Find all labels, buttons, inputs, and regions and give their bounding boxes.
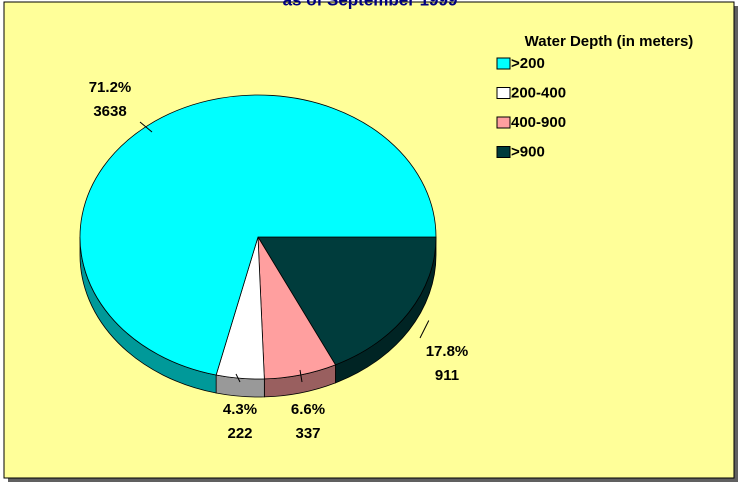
- leader-line: [235, 373, 241, 383]
- slice: [79, 94, 437, 376]
- legend-label: 200-400: [511, 84, 566, 101]
- data-label: 337: [295, 425, 320, 442]
- data-label: 3638: [93, 103, 126, 120]
- data-label-percent: 6.6%: [291, 401, 325, 418]
- data-label: 222: [227, 425, 252, 442]
- slice: [257, 236, 437, 366]
- data-label-percent: 71.2%: [89, 79, 132, 96]
- legend-label: >200: [511, 55, 545, 72]
- legend-swatch: [496, 116, 511, 129]
- chart-subtitle: as of September 1999: [283, 0, 458, 9]
- legend-label: >900: [511, 143, 545, 160]
- legend-swatch: [496, 87, 511, 99]
- legend-title: Water Depth (in meters): [525, 33, 694, 50]
- data-label-percent: 4.3%: [223, 401, 257, 418]
- leader-line: [419, 320, 430, 339]
- data-label-percent: 17.8%: [426, 343, 469, 360]
- legend-swatch: [496, 146, 511, 158]
- legend-swatch: [496, 57, 511, 70]
- legend-label: 400-900: [511, 114, 566, 131]
- data-label: 911: [435, 367, 459, 384]
- leader-line: [299, 369, 303, 383]
- leader-line: [139, 121, 153, 133]
